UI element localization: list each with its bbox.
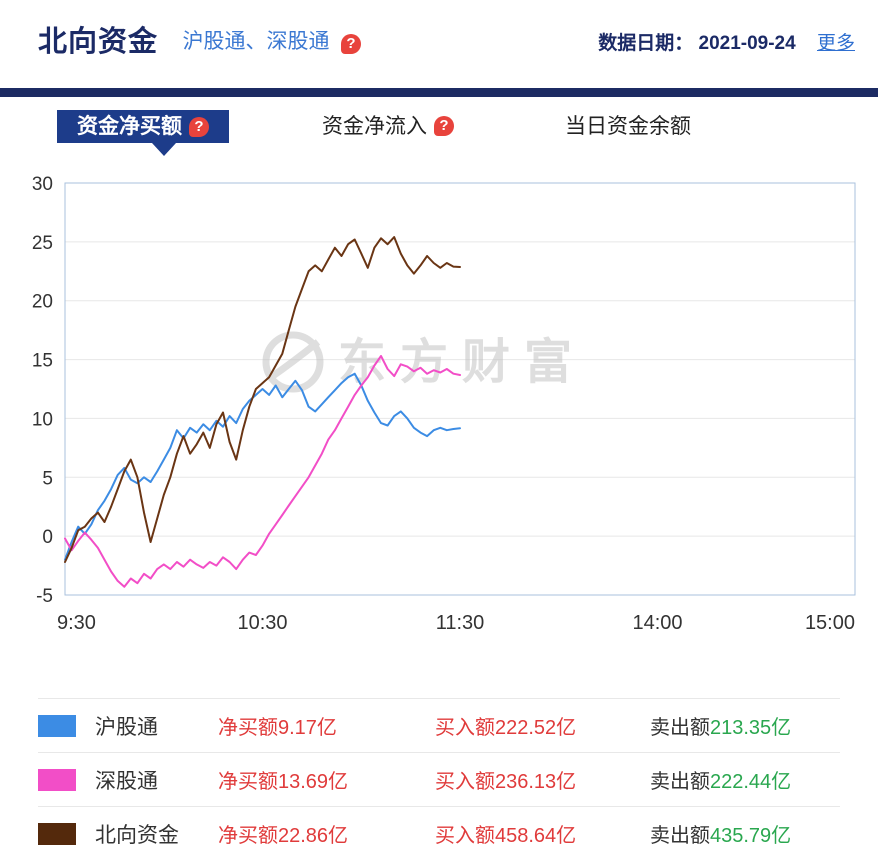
y-axis-tick: 5 (42, 468, 53, 489)
data-date-value: 2021-09-24 (698, 33, 796, 54)
legend-table: 沪股通 净买额9.17亿 买入额222.52亿 卖出额213.35亿 深股通 净… (38, 698, 840, 860)
sell-amount: 卖出额222.44亿 (650, 765, 840, 794)
tab-net-inflow-label: 资金净流入 (322, 115, 427, 138)
tab-net-buy-label: 资金净买额 (77, 115, 182, 138)
y-axis-tick: 25 (32, 233, 53, 254)
header: 北向资金 沪股通、深股通 数据日期： 2021-09-24 更多 (38, 18, 855, 78)
watermark: 东方财富 (262, 331, 586, 393)
table-row: 沪股通 净买额9.17亿 买入额222.52亿 卖出额213.35亿 (38, 698, 840, 752)
buy-amount: 买入额458.64亿 (435, 825, 577, 847)
tab-daily-balance[interactable]: 当日资金余额 (565, 110, 691, 143)
help-icon[interactable] (340, 34, 361, 54)
page-subtitle: 沪股通、深股通 (182, 30, 330, 53)
data-date-label: 数据日期： (598, 33, 694, 54)
header-right: 数据日期： 2021-09-24 更多 (598, 28, 855, 55)
series-line-1 (64, 355, 461, 588)
buy-amount: 买入额236.13亿 (435, 771, 577, 793)
series-swatch-shenzhen-connect (38, 768, 76, 791)
watermark-text: 东方财富 (338, 336, 586, 389)
series-line-2 (64, 236, 461, 563)
series-name: 沪股通 (95, 715, 158, 739)
help-icon[interactable] (434, 116, 454, 136)
tab-daily-balance-label: 当日资金余额 (565, 115, 691, 138)
y-axis-tick: 30 (32, 174, 53, 195)
series-swatch-shanghai-connect (38, 714, 76, 737)
y-axis-tick: 0 (42, 527, 53, 548)
tab-net-buy-amount[interactable]: 资金净买额 (57, 110, 229, 143)
y-axis-tick: 20 (32, 292, 53, 313)
sell-amount: 卖出额435.79亿 (650, 819, 840, 848)
divider-bar (0, 88, 878, 97)
page-title: 北向资金 (38, 26, 159, 58)
x-axis-tick: 10:30 (237, 612, 287, 634)
series-name: 深股通 (95, 769, 158, 793)
sell-label: 卖出额 (650, 717, 710, 739)
table-row: 北向资金 净买额22.86亿 买入额458.64亿 卖出额435.79亿 (38, 806, 840, 860)
y-axis-tick: 15 (32, 351, 53, 372)
sell-amount: 卖出额213.35亿 (650, 711, 840, 740)
net-buy-amount: 净买额13.69亿 (218, 771, 349, 793)
sell-value: 222.44亿 (710, 771, 792, 793)
chart-svg: -5 0 5 10 15 20 25 30 东方财富 9:30 10:30 11:30 14:00 15:… (32, 174, 856, 634)
more-link[interactable]: 更多 (816, 33, 855, 54)
net-buy-amount: 净买额9.17亿 (218, 717, 337, 739)
x-axis-tick: 14:00 (632, 612, 682, 634)
y-axis-tick: -5 (36, 586, 53, 607)
series-name: 北向资金 (95, 823, 179, 847)
table-row: 深股通 净买额13.69亿 买入额236.13亿 卖出额222.44亿 (38, 752, 840, 806)
buy-amount: 买入额222.52亿 (435, 717, 577, 739)
y-axis-tick: 10 (32, 409, 53, 430)
active-tab-caret (152, 143, 176, 156)
sell-value: 435.79亿 (710, 825, 792, 847)
net-buy-amount: 净买额22.86亿 (218, 825, 349, 847)
x-axis-tick: 11:30 (436, 612, 485, 634)
x-axis-tick: 15:00 (805, 612, 855, 634)
sell-value: 213.35亿 (710, 717, 792, 739)
sell-label: 卖出额 (650, 825, 710, 847)
x-axis-tick: 9:30 (57, 612, 96, 634)
help-icon[interactable] (189, 117, 209, 137)
series-line-0 (64, 372, 461, 561)
series-swatch-northbound (38, 822, 76, 845)
sell-label: 卖出额 (650, 771, 710, 793)
watermark-logo-icon (262, 331, 324, 393)
line-chart: -5 0 5 10 15 20 25 30 东方财富 9:30 10:30 11:30 14:00 15:… (0, 170, 878, 640)
grid-lines: -5 0 5 10 15 20 25 30 (32, 174, 855, 607)
tab-net-inflow[interactable]: 资金净流入 (322, 110, 454, 143)
plot-border (64, 182, 856, 596)
